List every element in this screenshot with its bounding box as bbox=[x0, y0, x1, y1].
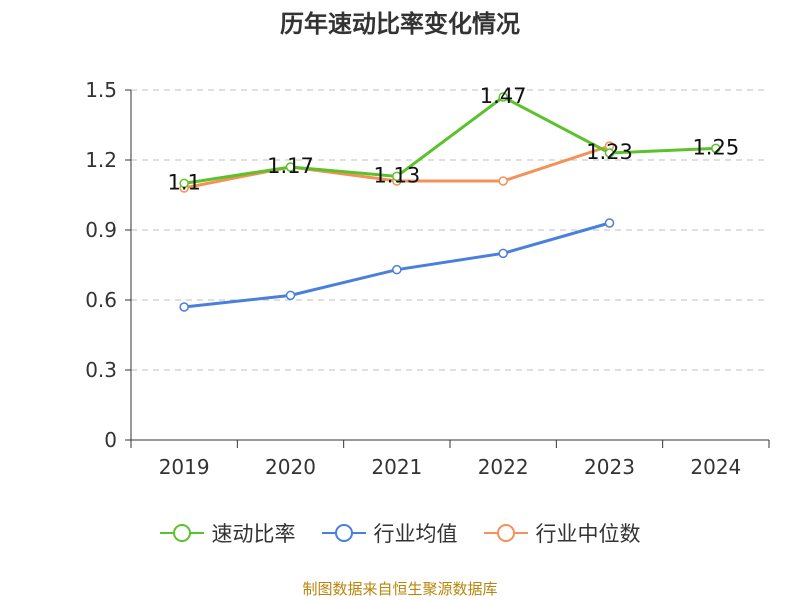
legend-line-circle-icon bbox=[483, 524, 528, 542]
data-point bbox=[604, 148, 615, 158]
chart-title: 历年速动比率变化情况 bbox=[280, 10, 520, 38]
data-point bbox=[392, 264, 402, 275]
data-label: 1.17 bbox=[267, 154, 314, 178]
legend-label: 行业均值 bbox=[373, 522, 458, 546]
data-point bbox=[179, 302, 189, 312]
legend: 速动比率 行业均值 行业中位数 bbox=[0, 518, 800, 548]
legend-line-circle-icon bbox=[159, 524, 204, 542]
legend-item-industry-average[interactable]: 行业均值 bbox=[321, 518, 458, 548]
source-note: 制图数据来自恒生聚源数据库 bbox=[302, 580, 498, 598]
y-tick-label: 1.5 bbox=[85, 78, 117, 102]
legend-line-circle-icon bbox=[321, 524, 366, 542]
x-tick-label: 2020 bbox=[265, 455, 316, 479]
legend-item-industry-median[interactable]: 行业中位数 bbox=[483, 518, 641, 548]
y-tick-label: 0.6 bbox=[85, 288, 117, 312]
data-label: 1.13 bbox=[373, 163, 420, 187]
y-tick-label: 0.9 bbox=[85, 218, 117, 242]
x-tick-label: 2021 bbox=[371, 455, 422, 479]
data-label: 1.23 bbox=[586, 140, 633, 164]
data-point bbox=[711, 143, 721, 154]
data-point bbox=[604, 218, 615, 228]
x-tick-label: 2024 bbox=[690, 455, 741, 479]
data-point bbox=[179, 178, 189, 189]
legend-label: 速动比率 bbox=[211, 522, 296, 546]
data-point bbox=[285, 162, 296, 172]
y-tick-label: 1.2 bbox=[85, 148, 117, 172]
x-tick-label: 2022 bbox=[478, 455, 529, 479]
data-point bbox=[498, 92, 508, 102]
legend-label: 行业中位数 bbox=[535, 522, 641, 546]
y-tick-label: 0 bbox=[104, 428, 117, 452]
data-point bbox=[498, 248, 508, 259]
data-label: 1.47 bbox=[480, 84, 527, 108]
y-tick-label: 0.3 bbox=[85, 358, 117, 382]
data-point bbox=[285, 290, 296, 301]
data-label: 1.1 bbox=[167, 170, 200, 194]
x-tick-label: 2023 bbox=[584, 455, 635, 479]
data-point bbox=[498, 176, 508, 186]
x-tick-label: 2019 bbox=[159, 455, 210, 479]
data-label: 1.25 bbox=[692, 135, 739, 159]
data-point bbox=[392, 171, 402, 182]
series-line bbox=[183, 95, 716, 185]
legend-item-quick-ratio[interactable]: 速动比率 bbox=[159, 518, 296, 548]
